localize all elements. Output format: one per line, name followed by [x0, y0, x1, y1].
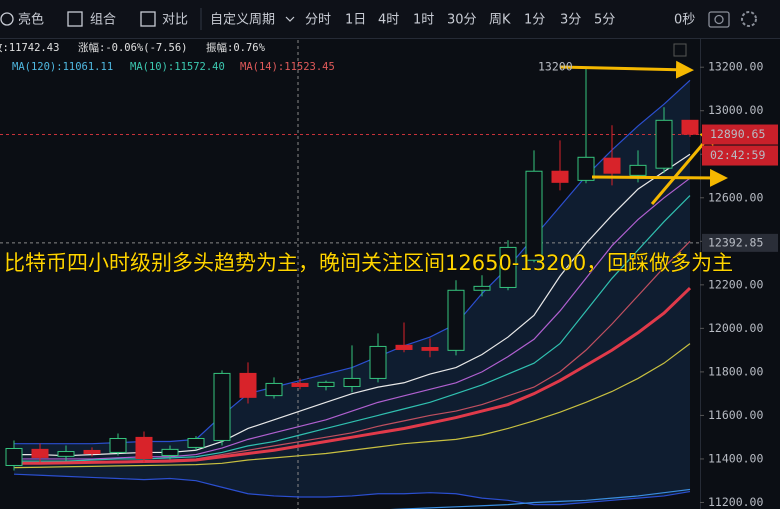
candle-body	[135, 436, 153, 460]
y-tick-label: 13200.00	[708, 60, 763, 74]
y-tick-label: 11200.00	[708, 495, 763, 509]
countdown: 02:42:59	[710, 148, 765, 162]
toolbar-button[interactable]: 组合	[90, 13, 116, 28]
period-tab[interactable]: 5分	[594, 13, 615, 28]
candle-body	[213, 372, 231, 441]
candle-body	[265, 382, 283, 397]
arrow	[591, 168, 728, 187]
candle-body	[343, 377, 361, 387]
period-tab[interactable]: 4时	[378, 13, 399, 28]
toolbar-bg	[0, 0, 780, 38]
ma-line	[14, 153, 691, 457]
ma-line	[389, 488, 691, 509]
camera-lens	[714, 14, 724, 25]
candle-body	[447, 289, 465, 351]
y-tick-label: 12200.00	[708, 277, 763, 291]
candle-body	[161, 448, 179, 456]
ma-line	[14, 177, 691, 460]
candle-body	[629, 164, 647, 176]
last-price-label: 12890.65	[710, 127, 765, 141]
y-tick-label: 12600.00	[708, 190, 763, 204]
arrow	[559, 60, 694, 79]
ma-line	[13, 473, 691, 506]
toolbar-button[interactable]: 亮色	[18, 12, 44, 28]
candle-body	[109, 437, 127, 453]
info-close: 收:11742.43	[0, 41, 59, 54]
ma-line	[14, 287, 692, 465]
candle-body	[395, 344, 413, 350]
ma-line	[13, 343, 691, 469]
last-price-badge	[702, 124, 778, 145]
candle-body	[525, 170, 543, 261]
candle-body	[499, 246, 517, 288]
candle-body	[317, 381, 335, 387]
period-tab[interactable]: 1时	[413, 13, 434, 28]
combo-icon[interactable]	[67, 11, 83, 27]
candle-body	[655, 119, 673, 169]
crosshair-badge	[702, 233, 778, 252]
info-amplitude: 振幅:0.76%	[206, 41, 266, 54]
y-tick-label: 11400.00	[708, 451, 763, 465]
ma-line	[14, 195, 691, 462]
settings-icon[interactable]	[741, 11, 757, 27]
candle-body	[239, 372, 257, 398]
candle-body	[369, 345, 387, 379]
theme-icon[interactable]	[0, 12, 14, 26]
countdown-badge	[702, 145, 778, 166]
ma-label: MA(120):11061.11	[12, 61, 113, 73]
candle-body	[603, 157, 621, 174]
custom-period[interactable]: 自定义周期	[210, 13, 275, 28]
candle-body	[577, 156, 595, 181]
candle-body	[551, 170, 569, 183]
period-tab[interactable]: 周K	[489, 13, 511, 28]
compare-icon[interactable]	[140, 11, 156, 27]
candle-body	[31, 448, 49, 458]
candle-body	[681, 119, 699, 135]
y-tick-label: 11800.00	[708, 364, 763, 378]
crosshair-label: 12392.85	[708, 235, 763, 249]
y-tick-label: 12000.00	[708, 321, 763, 335]
period-tab[interactable]: 分时	[305, 13, 331, 28]
candle-body	[473, 285, 491, 291]
candle-body	[291, 382, 309, 387]
period-tab[interactable]: 3分	[560, 13, 581, 28]
candle-body	[187, 437, 205, 448]
ma-label: MA(10):11572.40	[130, 61, 225, 73]
info-change: 涨幅:-0.06%(-7.56)	[78, 41, 188, 54]
expand-icon[interactable]	[673, 43, 687, 57]
high-marker: 13200	[538, 60, 573, 74]
candle-body	[83, 449, 101, 455]
refresh-timer: 0秒	[674, 13, 695, 28]
camera-icon[interactable]	[708, 11, 730, 28]
period-tab[interactable]: 1分	[524, 13, 545, 28]
period-tab[interactable]: 1日	[345, 13, 366, 28]
period-tab[interactable]: 30分	[447, 13, 477, 28]
candle-body	[57, 451, 75, 457]
dropdown-chevron[interactable]	[285, 16, 295, 22]
toolbar-button[interactable]: 对比	[162, 13, 188, 28]
candle-body	[5, 447, 23, 466]
annotation: 比特币四小时级别多头趋势为主，晚间关注区间12650-13200，回踩做多为主	[4, 251, 733, 275]
y-tick-label: 11600.00	[708, 408, 763, 422]
ma-label: MA(14):11523.45	[240, 61, 335, 73]
candle-body	[421, 347, 439, 351]
y-tick-label: 13000.00	[708, 103, 763, 117]
